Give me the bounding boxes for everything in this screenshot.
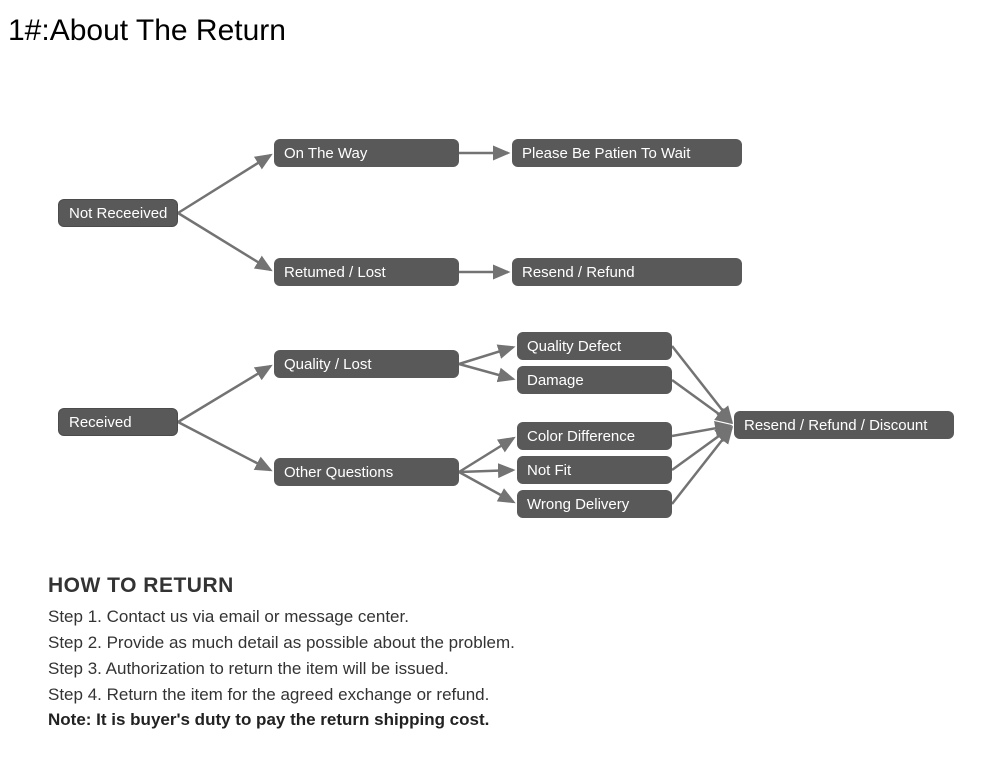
flow-node-color_diff: Color Difference [517, 422, 672, 450]
howto-title: HOW TO RETURN [48, 574, 515, 598]
flow-edge [459, 472, 513, 502]
flow-edge [459, 347, 513, 364]
flow-edge [459, 364, 513, 379]
flow-edge [672, 428, 732, 504]
flow-node-received: Received [58, 408, 178, 436]
howto-steps: Step 1. Contact us via email or message … [48, 604, 515, 708]
howto-step: Step 2. Provide as much detail as possib… [48, 630, 515, 656]
howto-step: Step 1. Contact us via email or message … [48, 604, 515, 630]
flow-edge [459, 470, 513, 472]
flow-node-not_fit: Not Fit [517, 456, 672, 484]
flow-edge [178, 155, 271, 213]
flow-node-wrong_delivery: Wrong Delivery [517, 490, 672, 518]
flow-edge [672, 346, 732, 422]
flow-node-returned_lost: Retumed / Lost [274, 258, 459, 286]
flow-edge [178, 366, 271, 422]
flow-edge [672, 427, 731, 470]
page-title: 1#:About The Return [8, 14, 286, 48]
flow-edge [672, 426, 730, 436]
howto-step: Step 4. Return the item for the agreed e… [48, 682, 515, 708]
howto-section: HOW TO RETURN Step 1. Contact us via ema… [48, 574, 515, 730]
flow-edge [178, 422, 270, 470]
flow-edge [178, 213, 271, 270]
flow-node-not_received: Not Receeived [58, 199, 178, 227]
page: 1#:About The Return Not Receeived On The … [0, 0, 1000, 772]
flow-node-other_q: Other Questions [274, 458, 459, 486]
flow-node-rrd: Resend / Refund / Discount [734, 411, 954, 439]
howto-step: Step 3. Authorization to return the item… [48, 656, 515, 682]
flow-node-quality_lost: Quality / Lost [274, 350, 459, 378]
flow-edge [672, 380, 731, 423]
flow-node-resend_refund: Resend / Refund [512, 258, 742, 286]
flow-node-on_the_way: On The Way [274, 139, 459, 167]
flow-edge [459, 438, 514, 472]
howto-note: Note: It is buyer's duty to pay the retu… [48, 710, 515, 730]
flow-node-quality_defect: Quality Defect [517, 332, 672, 360]
flow-arrows [0, 0, 1000, 560]
flow-node-damage: Damage [517, 366, 672, 394]
flow-node-wait: Please Be Patien To Wait [512, 139, 742, 167]
